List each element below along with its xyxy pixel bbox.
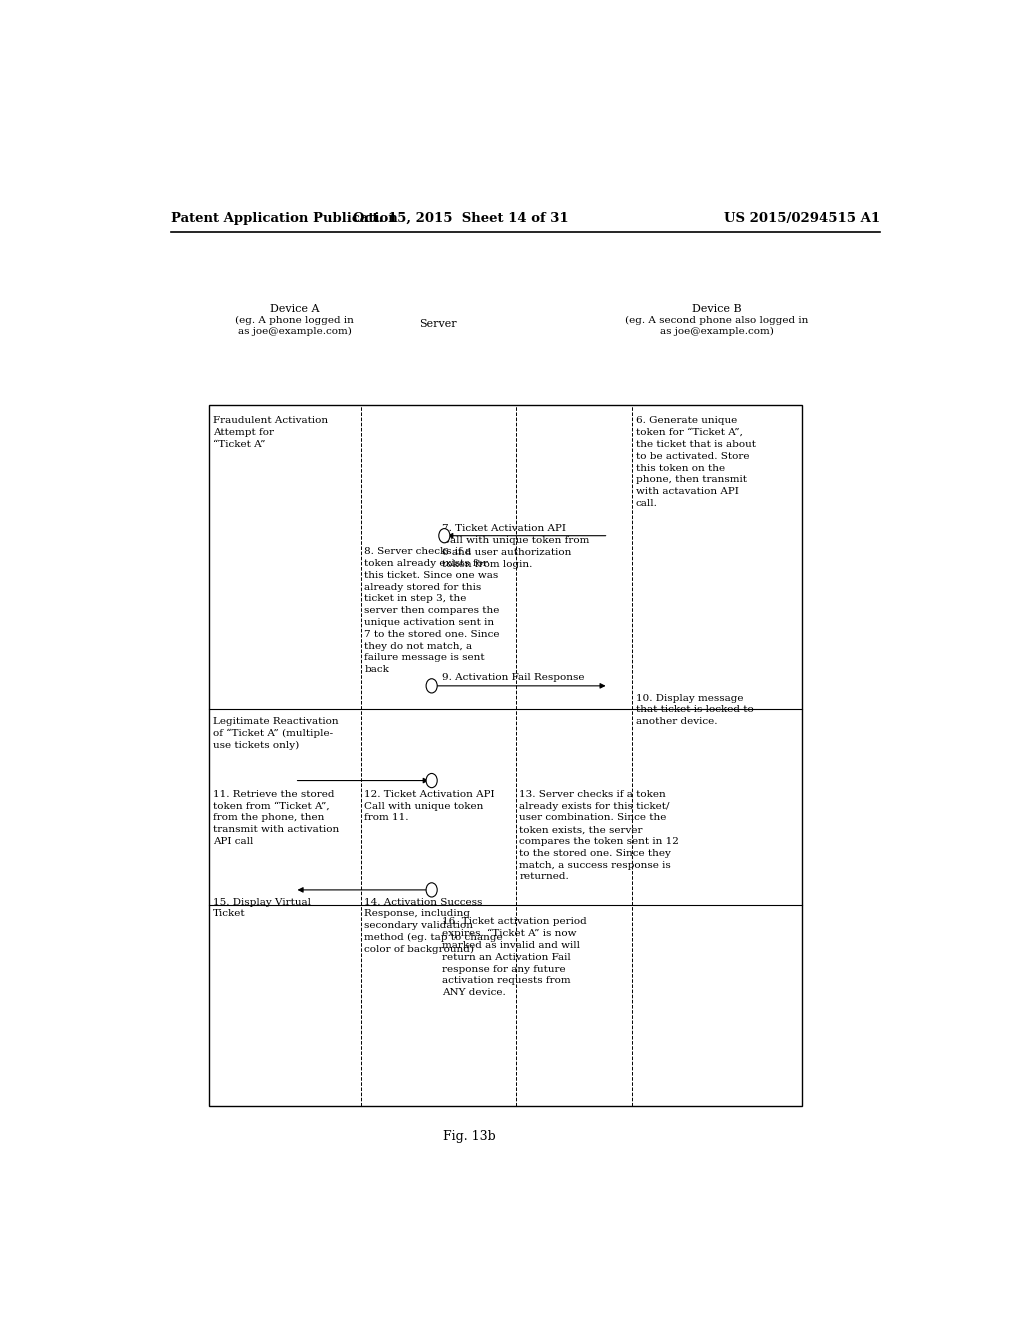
Text: (eg. A second phone also logged in: (eg. A second phone also logged in [626, 315, 809, 325]
Text: as joe@example.com): as joe@example.com) [238, 327, 351, 337]
Text: Patent Application Publication: Patent Application Publication [171, 213, 397, 224]
Circle shape [426, 678, 437, 693]
Text: 15. Display Virtual
Ticket: 15. Display Virtual Ticket [213, 898, 311, 919]
Text: Fig. 13b: Fig. 13b [442, 1130, 496, 1143]
Text: 12. Ticket Activation API
Call with unique token
from 11.: 12. Ticket Activation API Call with uniq… [365, 789, 495, 822]
Text: 14. Activation Success
Response, including
secondary validation
method (eg. tap : 14. Activation Success Response, includi… [365, 898, 503, 954]
Text: US 2015/0294515 A1: US 2015/0294515 A1 [724, 213, 880, 224]
Text: 10. Display message
that ticket is locked to
another device.: 10. Display message that ticket is locke… [636, 693, 754, 726]
Text: 6. Generate unique
token for “Ticket A”,
the ticket that is about
to be activate: 6. Generate unique token for “Ticket A”,… [636, 416, 756, 508]
Text: 13. Server checks if a token
already exists for this ticket/
user combination. S: 13. Server checks if a token already exi… [519, 789, 679, 882]
Text: Fraudulent Activation
Attempt for
“Ticket A”: Fraudulent Activation Attempt for “Ticke… [213, 416, 329, 449]
Text: 9. Activation Fail Response: 9. Activation Fail Response [442, 673, 585, 682]
Text: 8. Server checks if a
token already exists for
this ticket. Since one was
alread: 8. Server checks if a token already exis… [365, 548, 500, 675]
Text: Device A: Device A [270, 304, 319, 314]
Text: 16. Ticket activation period
expires. “Ticket A” is now
marked as invalid and wi: 16. Ticket activation period expires. “T… [442, 917, 587, 997]
Text: Device B: Device B [692, 304, 741, 314]
Text: Server: Server [419, 319, 457, 329]
Text: Oct. 15, 2015  Sheet 14 of 31: Oct. 15, 2015 Sheet 14 of 31 [353, 213, 569, 224]
Text: 11. Retrieve the stored
token from “Ticket A”,
from the phone, then
transmit wit: 11. Retrieve the stored token from “Tick… [213, 789, 340, 846]
Bar [209, 405, 802, 1105]
Circle shape [426, 774, 437, 788]
Circle shape [439, 528, 450, 543]
Text: as joe@example.com): as joe@example.com) [660, 327, 774, 337]
Text: Legitimate Reactivation
of “Ticket A” (multiple-
use tickets only): Legitimate Reactivation of “Ticket A” (m… [213, 717, 339, 750]
Text: 7. Ticket Activation API
Call with unique token from
6 and user authorization
to: 7. Ticket Activation API Call with uniqu… [442, 524, 589, 569]
Text: (eg. A phone logged in: (eg. A phone logged in [236, 315, 354, 325]
Circle shape [426, 883, 437, 898]
